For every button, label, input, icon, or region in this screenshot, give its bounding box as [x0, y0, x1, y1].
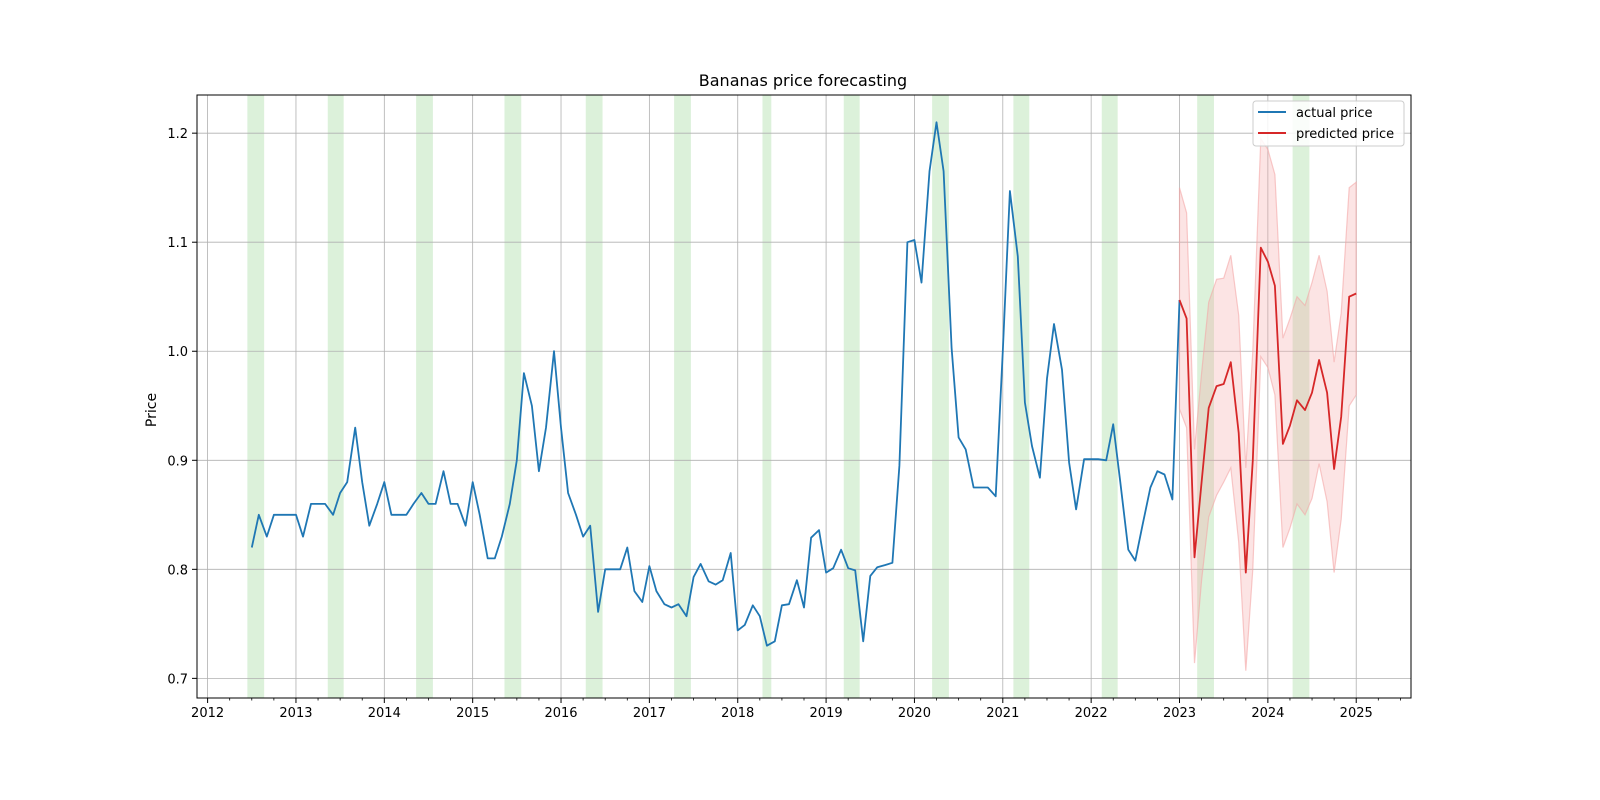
prediction-interval: [1178, 136, 1357, 671]
x-tick-label: 2020: [898, 706, 931, 721]
shaded-period: [327, 95, 344, 698]
shaded-period: [1292, 95, 1310, 698]
predicted-price-line: [1178, 246, 1357, 574]
x-tick-label: 2015: [456, 706, 489, 721]
chart-title: Bananas price forecasting: [699, 71, 907, 90]
y-tick-label: 0.9: [167, 454, 188, 469]
axis-ticks: 2012 2013 2014 2015 2016 2017 2018 2019 2020 2021…: [167, 127, 1401, 721]
x-tick-label: 2022: [1075, 706, 1108, 721]
x-tick-label: 2024: [1251, 706, 1284, 721]
x-tick-label: 2014: [368, 706, 401, 721]
series-lines: [250, 121, 1357, 647]
shaded-period: [504, 95, 522, 698]
grid: [197, 95, 1411, 698]
shaded-period: [674, 95, 691, 698]
y-axis-label: Price: [144, 393, 160, 427]
x-tick-label: 2019: [810, 706, 843, 721]
y-tick-label: 1.0: [167, 345, 188, 360]
prediction-band: [1178, 136, 1357, 671]
x-tick-label: 2025: [1340, 706, 1373, 721]
x-tick-label: 2018: [721, 706, 754, 721]
shaded-period: [416, 95, 433, 698]
shaded-period: [932, 95, 949, 698]
x-tick-label: 2016: [544, 706, 577, 721]
legend: actual price predicted price: [1252, 100, 1405, 147]
y-tick-label: 0.8: [167, 563, 188, 578]
legend-label: actual price: [1296, 106, 1373, 121]
legend-box: [1252, 100, 1405, 147]
x-tick-label: 2012: [191, 706, 224, 721]
legend-label: predicted price: [1296, 127, 1394, 142]
actual-price-line: [250, 121, 1181, 647]
y-tick-label: 1.2: [167, 127, 188, 142]
y-tick-label: 0.7: [167, 672, 188, 687]
y-tick-label: 1.1: [167, 236, 188, 251]
shaded-period: [585, 95, 603, 698]
shaded-period: [762, 95, 772, 698]
shaded-period: [843, 95, 860, 698]
x-tick-label: 2013: [279, 706, 312, 721]
shaded-period: [1101, 95, 1118, 698]
x-tick-label: 2021: [986, 706, 1019, 721]
x-tick-label: 2023: [1163, 706, 1196, 721]
shaded-periods: [247, 95, 1310, 698]
x-tick-label: 2017: [633, 706, 666, 721]
shaded-period: [247, 95, 265, 698]
shaded-period: [1013, 95, 1030, 698]
shaded-period: [1197, 95, 1214, 698]
